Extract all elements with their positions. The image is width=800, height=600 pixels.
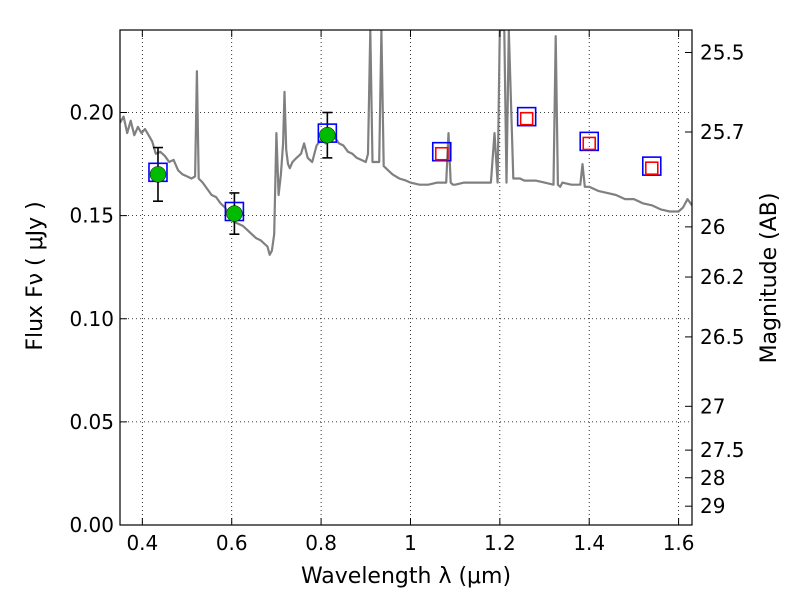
- plot-area: [120, 30, 692, 256]
- data-point: [149, 166, 167, 183]
- data-point: [319, 126, 336, 144]
- y2-tick-label: 29: [700, 494, 725, 518]
- x-tick-label: 1.2: [484, 531, 516, 555]
- y2-tick-label: 28: [700, 466, 725, 490]
- x-tick-label: 0.8: [305, 531, 337, 555]
- square-marker: [519, 111, 534, 126]
- y2-tick-label: 27: [700, 394, 725, 418]
- square-marker: [516, 106, 537, 127]
- x-tick-label: 0.4: [126, 531, 158, 555]
- square-marker: [644, 161, 659, 175]
- data-point: [226, 205, 243, 222]
- x-axis-label: Wavelength λ (μm): [301, 564, 511, 589]
- y2-tick-label: 25.5: [700, 41, 745, 65]
- y2-tick-label: 26.5: [700, 325, 745, 349]
- x-tick-label: 1.4: [573, 531, 605, 555]
- axis-ticks: 0.4 0.6 0.8 1 1.2 1.4 1.6 0.00 0.05 0.10 0.15 0.20 2…: [69, 30, 745, 555]
- square-marker: [431, 141, 452, 162]
- y2-tick-label: 25.7: [700, 120, 745, 144]
- axes-frame: [119, 29, 693, 526]
- square-marker: [582, 136, 597, 151]
- plot-frame: [119, 29, 693, 526]
- y-tick-label: 0.05: [69, 410, 114, 434]
- y-tick-label: 0.15: [69, 204, 114, 228]
- y2-tick-label: 26.2: [700, 265, 745, 289]
- y2-tick-label: 27.5: [700, 438, 745, 462]
- square-marker: [579, 131, 600, 152]
- x-tick-label: 1.6: [663, 531, 695, 555]
- spectrum-line: [120, 30, 692, 256]
- square-marker: [434, 146, 449, 161]
- square-marker: [641, 156, 662, 176]
- x-tick-label: 0.6: [216, 531, 248, 555]
- y-tick-label: 0.20: [69, 101, 114, 125]
- y2-tick-label: 26: [700, 215, 725, 239]
- y2-axis-label: Magnitude (AB): [757, 193, 782, 364]
- y-tick-label: 0.00: [69, 513, 114, 537]
- grid-lines: [120, 30, 692, 526]
- y-tick-label: 0.10: [69, 307, 114, 331]
- y-axis-label: Flux Fν ( μJy ): [23, 201, 48, 350]
- x-tick-label: 1: [404, 531, 417, 555]
